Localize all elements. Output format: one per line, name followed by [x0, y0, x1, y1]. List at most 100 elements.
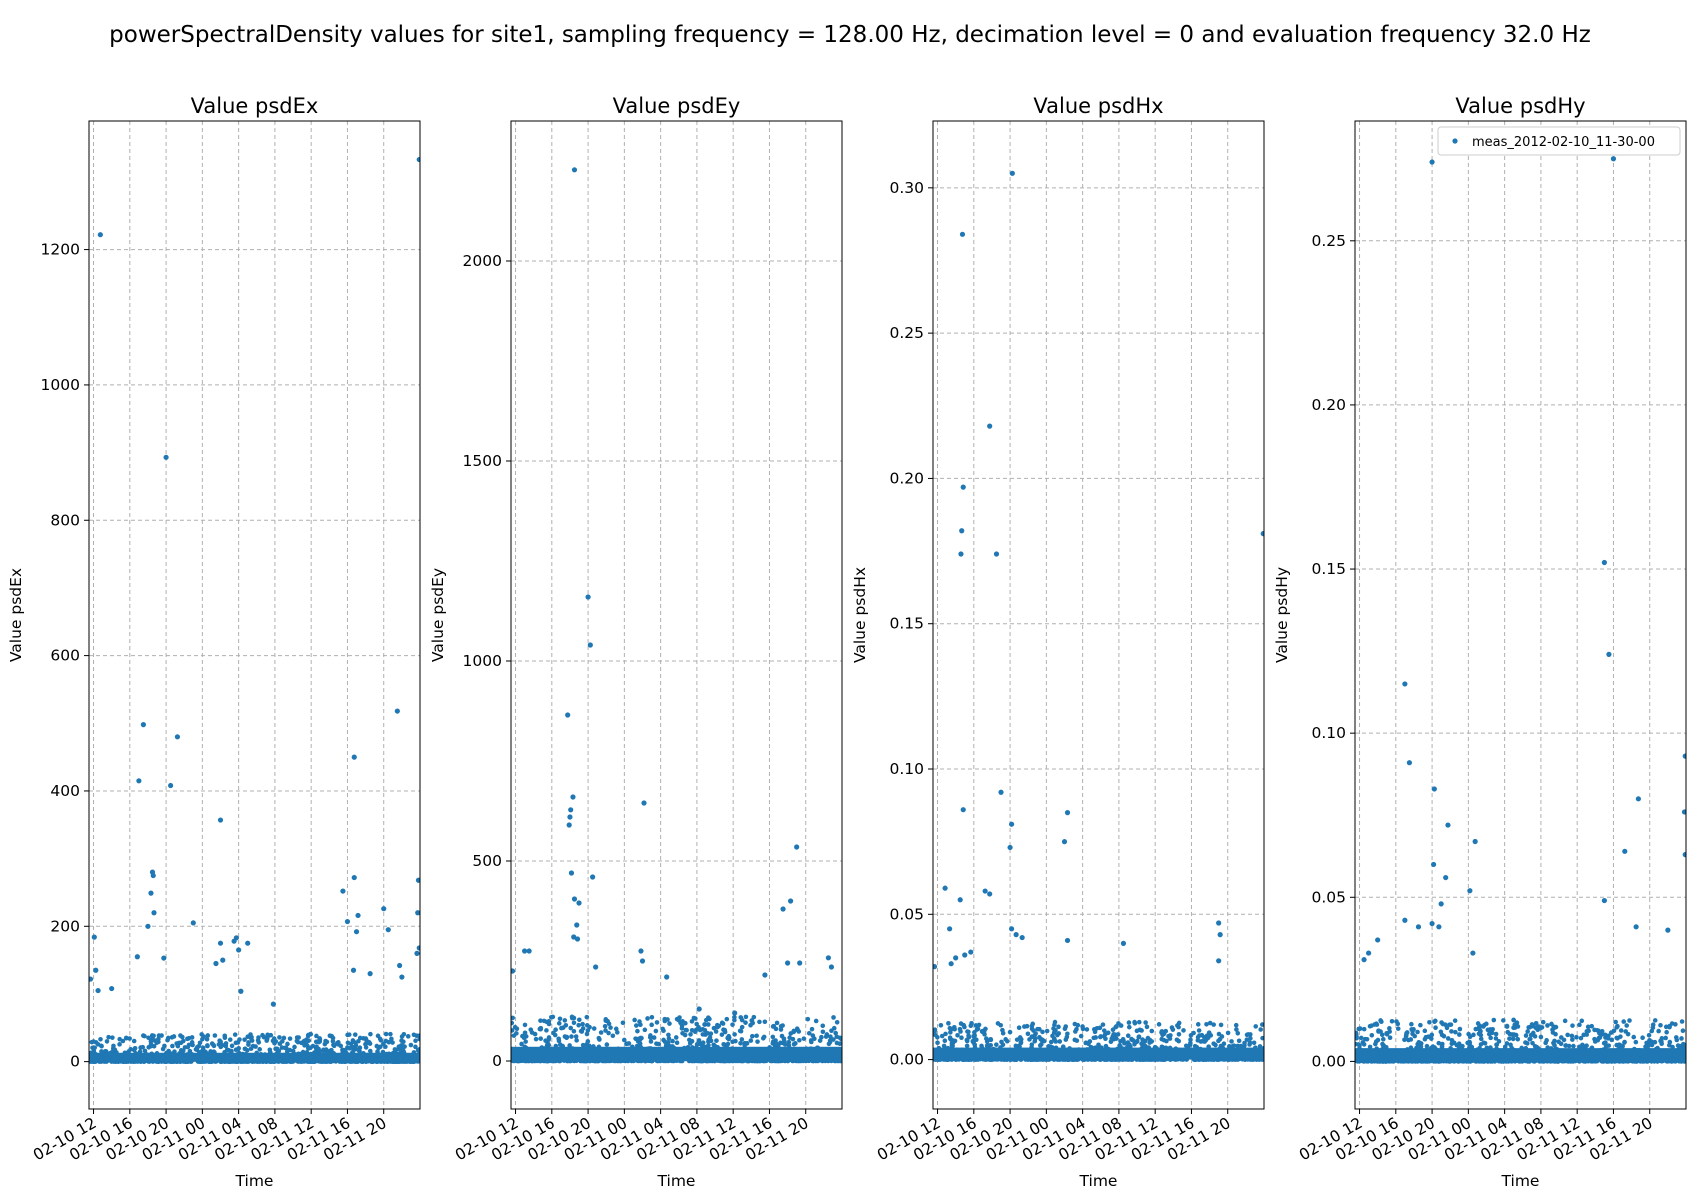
data-point	[1633, 924, 1639, 930]
data-point	[174, 734, 181, 740]
y-tick-label: 1000	[41, 376, 80, 394]
data-point	[825, 955, 831, 961]
x-axis-label: Time	[657, 1172, 696, 1190]
y-tick-label: 0.05	[1311, 888, 1346, 906]
y-tick-label: 0.05	[889, 905, 924, 923]
data-point	[987, 891, 993, 897]
data-point	[89, 976, 94, 982]
data-point	[526, 948, 532, 954]
figure-title: powerSpectralDensity values for site1, s…	[109, 22, 1591, 48]
data-point	[1610, 156, 1617, 162]
data-point	[416, 156, 420, 163]
x-axis-label: Time	[1501, 1172, 1540, 1190]
data-point	[1681, 809, 1686, 815]
data-point	[565, 712, 571, 718]
data-point	[1375, 937, 1381, 943]
data-point	[947, 926, 953, 932]
data-point	[1665, 927, 1671, 933]
data-point	[1064, 937, 1071, 944]
data-point	[145, 923, 151, 929]
y-tick-label: 1500	[463, 452, 502, 470]
data-point	[784, 960, 791, 966]
data-point	[353, 929, 360, 935]
data-point	[590, 874, 596, 880]
data-point	[1415, 924, 1422, 930]
data-point	[97, 232, 103, 238]
axes-frame	[510, 120, 843, 1110]
data-point	[933, 964, 938, 970]
y-ticks: 0 200 400 600 800 1000 1200	[41, 241, 89, 1071]
panel-3: 0.00 0.05 0.10 0.15 0.20 0.25 0.30 02-10 1202-1…	[851, 94, 1265, 1190]
y-axis-label: Value psdHy	[1273, 567, 1291, 663]
data-point	[381, 906, 387, 912]
data-point	[1431, 786, 1437, 792]
data-point	[148, 890, 154, 896]
x-axis-label: Time	[1079, 1172, 1118, 1190]
data-point	[414, 950, 420, 956]
y-tick-label: 0.00	[889, 1051, 924, 1069]
data-point	[639, 958, 646, 964]
data-point	[344, 918, 351, 925]
data-point	[953, 955, 959, 961]
data-point	[351, 754, 357, 760]
x-axis-label: Time	[235, 1172, 274, 1190]
data-point	[788, 898, 794, 904]
data-point	[568, 807, 574, 813]
y-tick-label: 0.10	[889, 760, 924, 778]
data-point	[217, 817, 224, 823]
series-points	[1361, 156, 1686, 963]
gridlines	[933, 121, 1264, 1109]
gridlines	[511, 121, 842, 1109]
series-points	[511, 167, 835, 1016]
y-tick-label: 0.30	[889, 179, 924, 197]
data-point	[638, 948, 644, 954]
panel-title: Value psdHx	[1033, 94, 1163, 118]
data-point	[399, 974, 405, 980]
data-point	[1008, 821, 1015, 827]
data-point	[1402, 917, 1408, 923]
data-point	[245, 940, 251, 946]
y-ticks: 0.00 0.05 0.10 0.15 0.20 0.25 0.30	[889, 179, 933, 1069]
y-tick-label: 0	[492, 1052, 502, 1070]
y-axis-label: Value psdEx	[7, 568, 25, 662]
data-point	[1436, 924, 1442, 930]
data-point	[962, 952, 968, 958]
data-point	[998, 789, 1004, 795]
data-point	[960, 807, 966, 813]
data-point	[95, 987, 101, 994]
data-point	[732, 1010, 738, 1016]
data-point	[585, 594, 591, 600]
data-point	[134, 954, 140, 960]
data-point	[942, 885, 948, 891]
y-tick-label: 0.15	[889, 615, 924, 633]
data-point	[150, 872, 156, 879]
axes-frame	[1354, 120, 1687, 1110]
data-point	[217, 940, 224, 946]
y-tick-label: 800	[50, 511, 80, 529]
data-point	[351, 874, 357, 881]
data-point	[593, 964, 599, 970]
y-axis-label: Value psdHx	[851, 567, 869, 663]
data-point	[231, 938, 237, 944]
y-tick-label: 0.00	[1311, 1052, 1346, 1070]
noise-floor	[1355, 1017, 1686, 1064]
data-point	[570, 794, 576, 800]
y-tick-label: 400	[50, 782, 80, 800]
data-point	[1682, 852, 1686, 858]
data-point	[957, 897, 963, 903]
data-point	[270, 1001, 276, 1007]
data-point	[762, 972, 768, 978]
data-point	[1216, 920, 1222, 926]
y-ticks: 0.00 0.05 0.10 0.15 0.20 0.25	[1311, 232, 1355, 1070]
data-point	[1606, 651, 1612, 657]
data-point	[571, 896, 578, 902]
gridlines	[1355, 121, 1686, 1109]
data-point	[91, 934, 97, 940]
data-point	[960, 484, 966, 490]
data-point	[828, 964, 835, 970]
data-point	[415, 877, 420, 883]
data-point	[1120, 940, 1127, 946]
data-point	[696, 1006, 702, 1012]
